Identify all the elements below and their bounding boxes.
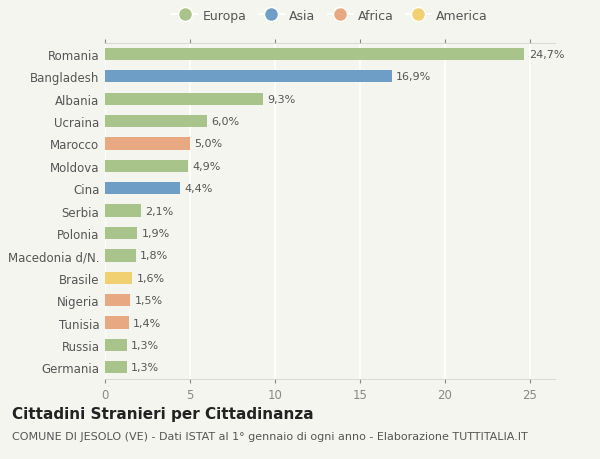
Bar [105,93,263,106]
Text: 5,0%: 5,0% [194,139,222,149]
Bar [105,294,130,307]
Text: 6,0%: 6,0% [211,117,239,127]
Bar [105,138,190,150]
Bar [105,250,136,262]
Text: 16,9%: 16,9% [396,72,431,82]
Text: 24,7%: 24,7% [529,50,564,60]
Bar [105,183,180,195]
Bar [105,227,137,240]
Bar [105,339,127,351]
Text: COMUNE DI JESOLO (VE) - Dati ISTAT al 1° gennaio di ogni anno - Elaborazione TUT: COMUNE DI JESOLO (VE) - Dati ISTAT al 1°… [12,431,528,442]
Bar [105,116,207,128]
Text: 9,3%: 9,3% [267,95,295,105]
Bar [105,71,392,83]
Text: 1,6%: 1,6% [136,273,164,283]
Bar [105,317,129,329]
Text: 2,1%: 2,1% [145,206,173,216]
Bar [105,205,140,217]
Text: 1,3%: 1,3% [131,363,160,373]
Text: 1,4%: 1,4% [133,318,161,328]
Text: 1,9%: 1,9% [142,229,170,239]
Text: Cittadini Stranieri per Cittadinanza: Cittadini Stranieri per Cittadinanza [12,406,314,421]
Bar [105,272,132,284]
Text: 4,9%: 4,9% [193,162,221,172]
Bar [105,160,188,173]
Text: 1,8%: 1,8% [140,251,168,261]
Legend: Europa, Asia, Africa, America: Europa, Asia, Africa, America [172,10,488,22]
Text: 1,3%: 1,3% [131,340,160,350]
Bar [105,361,127,374]
Bar [105,49,524,61]
Text: 1,5%: 1,5% [135,296,163,306]
Text: 4,4%: 4,4% [184,184,212,194]
